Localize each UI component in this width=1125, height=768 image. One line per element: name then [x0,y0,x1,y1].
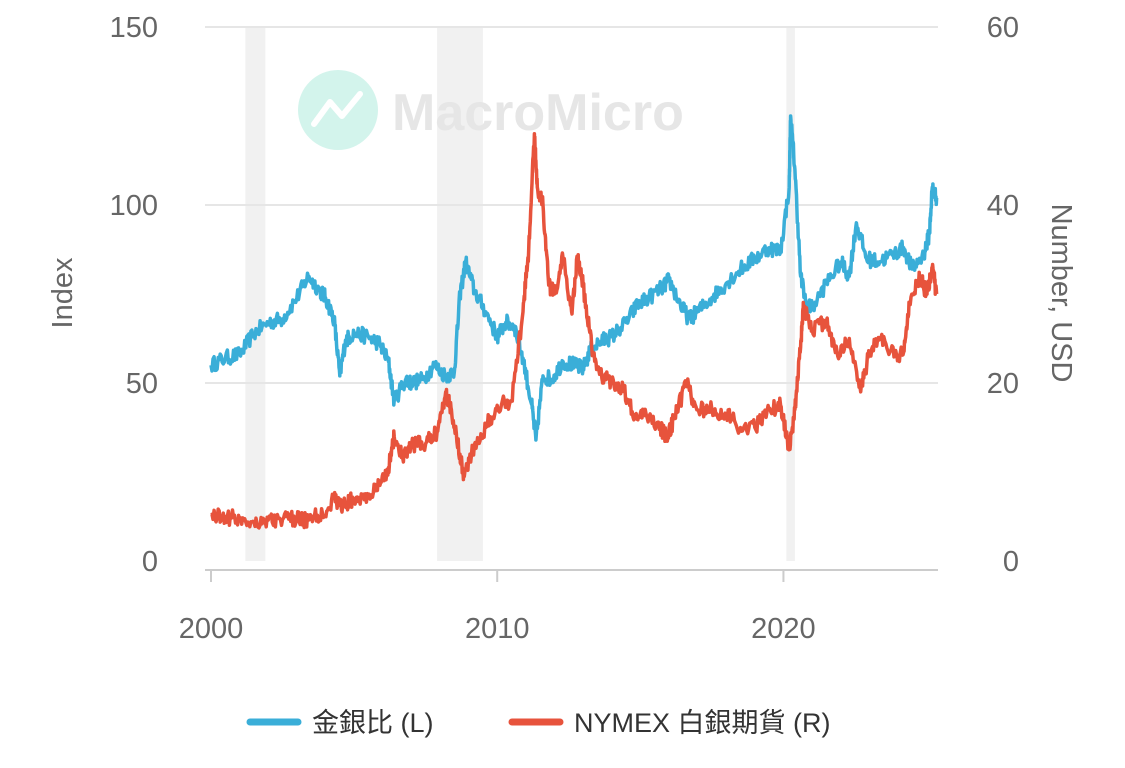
right-tick-label: 40 [987,190,1019,222]
grid-lines [205,26,938,384]
x-tick-label: 2000 [179,613,244,645]
watermark-text: MacroMicro [392,84,684,142]
legend-label-1: NYMEX 白銀期貨 (R) [574,708,831,738]
x-tick-label: 2010 [465,613,530,645]
left-tick-label: 50 [126,368,158,400]
series-line-0 [209,114,939,442]
left-axis-ticks: 0 50 100 150 [110,12,158,578]
legend-label-0: 金銀比 (L) [312,708,434,738]
right-tick-label: 20 [987,368,1019,400]
right-axis-ticks: 0 20 40 60 [987,12,1019,578]
shaded-period-2 [786,27,795,561]
x-axis: 2000 2010 2020 [179,569,938,645]
shaded-period-0 [245,27,266,561]
series-lines [209,114,939,530]
left-axis-title: Index [47,257,79,328]
legend: 金銀比 (L) NYMEX 白銀期貨 (R) [246,708,831,738]
right-axis-title: Number, USD [1045,204,1077,383]
x-tick-label: 2020 [751,613,816,645]
right-tick-label: 60 [987,12,1019,44]
left-tick-label: 100 [110,190,158,222]
right-tick-label: 0 [1003,546,1019,578]
left-tick-label: 0 [142,546,158,578]
series-line-1 [210,132,939,530]
left-tick-label: 150 [110,12,158,44]
watermark-logo-line [311,91,363,127]
watermark: MacroMicro [298,70,684,150]
